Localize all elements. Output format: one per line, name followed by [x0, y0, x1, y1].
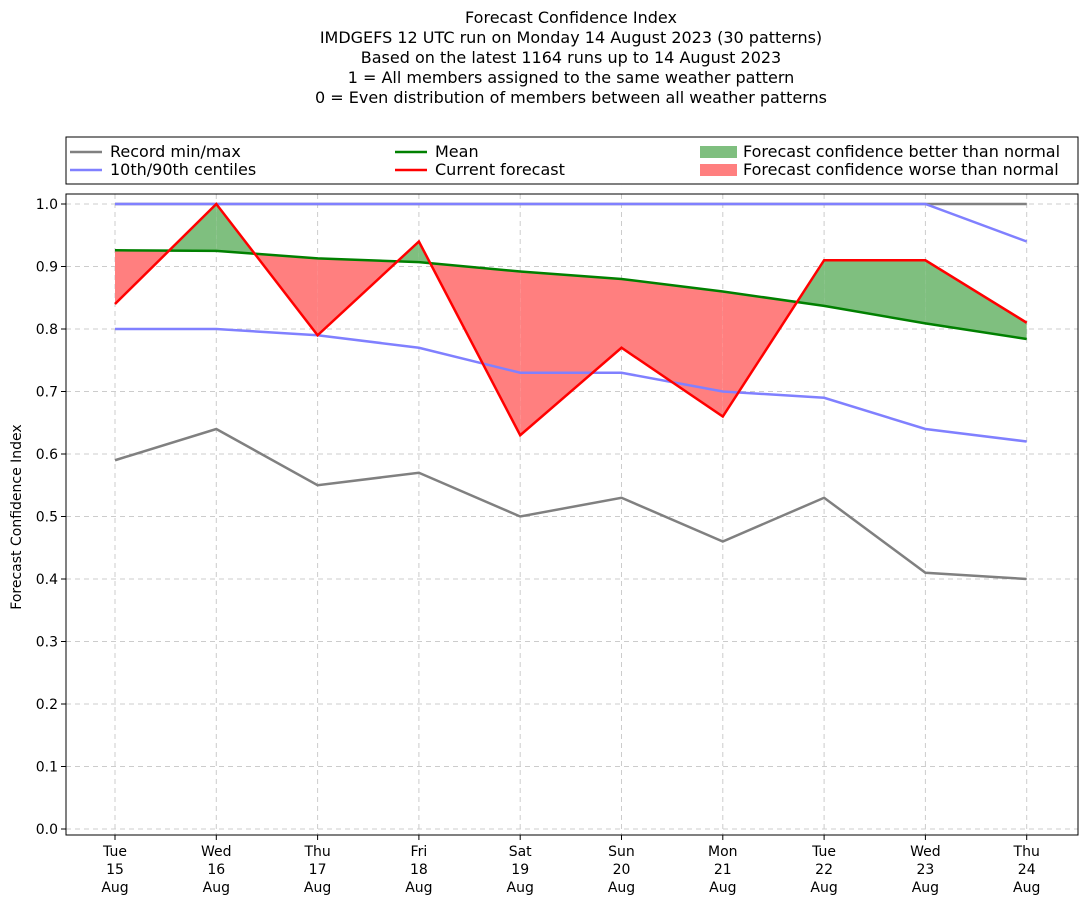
- x-tick-label: 24: [1018, 862, 1036, 878]
- confidence-fill-areas: [115, 204, 1027, 436]
- x-tick-label: Aug: [405, 880, 432, 896]
- series-lines: [114, 202, 1028, 581]
- y-tick-label: 0.8: [36, 322, 58, 338]
- legend-label: Mean: [435, 142, 479, 161]
- y-tick-label: 0.5: [36, 510, 58, 526]
- x-tick-label: Aug: [709, 880, 736, 896]
- y-tick-label: 0.6: [36, 447, 58, 463]
- worse-than-normal-area: [621, 279, 723, 417]
- plot-frame: [65, 193, 1079, 836]
- legend-label: Forecast confidence worse than normal: [743, 160, 1059, 179]
- better-than-normal-area: [824, 260, 926, 324]
- x-tick-label: Aug: [608, 880, 635, 896]
- y-axis-label: Forecast Confidence Index: [9, 424, 25, 609]
- x-tick-label: Wed: [910, 844, 941, 860]
- x-tick-label: 23: [916, 862, 934, 878]
- x-axis: Tue 15 Aug Wed 16 Aug Thu 17 Aug Fri 18 Aug Sat 19 Aug…: [101, 835, 1040, 896]
- x-tick-label: Aug: [912, 880, 939, 896]
- title-line-4: 1 = All members assigned to the same wea…: [347, 68, 795, 87]
- x-tick-label: Fri: [411, 844, 428, 860]
- legend-label: 10th/90th centiles: [110, 160, 256, 179]
- legend-label: Current forecast: [435, 160, 565, 179]
- title-line-5: 0 = Even distribution of members between…: [314, 88, 828, 107]
- series-line-record-min: [114, 427, 1027, 581]
- legend-swatch-patch: [700, 146, 737, 158]
- x-tick-label: 20: [613, 862, 631, 878]
- series-line-p10: [115, 327, 1027, 443]
- x-tick-label: 22: [815, 862, 833, 878]
- x-tick-label: 15: [106, 862, 124, 878]
- x-tick-label: Aug: [1013, 880, 1040, 896]
- x-tick-label: 21: [714, 862, 732, 878]
- title-line-3: Based on the latest 1164 runs up to 14 A…: [360, 48, 782, 67]
- x-tick-label: Aug: [203, 880, 230, 896]
- legend-frame: [65, 136, 1079, 185]
- x-tick-label: Sat: [509, 844, 532, 860]
- legend-label: Record min/max: [110, 142, 241, 161]
- y-tick-label: 0.7: [36, 385, 58, 401]
- title-line-1: Forecast Confidence Index: [465, 8, 677, 27]
- x-tick-label: 16: [207, 862, 225, 878]
- series-line-forecast: [114, 202, 1028, 438]
- x-tick-label: Aug: [101, 880, 128, 896]
- legend-swatch-patch: [700, 164, 737, 176]
- series-line-mean: [114, 249, 1027, 341]
- worse-than-normal-area: [520, 271, 622, 436]
- y-tick-label: 0.9: [36, 260, 58, 276]
- y-tick-label: 0.3: [36, 635, 58, 651]
- y-tick-label: 1.0: [36, 197, 58, 213]
- x-tick-label: Sun: [608, 844, 635, 860]
- y-axis: 0.0 0.1 0.2 0.3 0.4 0.5 0.6 0.7 0.8 0.9 1.0: [36, 197, 66, 838]
- x-tick-label: 18: [410, 862, 428, 878]
- y-tick-label: 0.2: [36, 697, 58, 713]
- x-tick-label: Aug: [507, 880, 534, 896]
- title-line-2: IMDGEFS 12 UTC run on Monday 14 August 2…: [319, 28, 823, 47]
- y-tick-label: 0.1: [36, 760, 58, 776]
- x-tick-label: Aug: [810, 880, 837, 896]
- y-tick-label: 0.0: [36, 822, 58, 838]
- x-tick-label: Tue: [102, 844, 127, 860]
- x-tick-label: Aug: [304, 880, 331, 896]
- x-tick-label: Tue: [811, 844, 836, 860]
- chart-title: Forecast Confidence Index IMDGEFS 12 UTC…: [0, 8, 1092, 108]
- x-tick-label: Mon: [708, 844, 738, 860]
- worse-than-normal-area: [722, 291, 798, 417]
- x-tick-label: Thu: [303, 844, 330, 860]
- x-tick-label: 19: [511, 862, 529, 878]
- x-tick-label: Thu: [1013, 844, 1040, 860]
- legend-label: Forecast confidence better than normal: [743, 142, 1060, 161]
- y-tick-label: 0.4: [36, 572, 58, 588]
- better-than-normal-area: [925, 260, 1027, 339]
- x-tick-label: Wed: [201, 844, 232, 860]
- series-line-p90: [115, 202, 1028, 243]
- x-tick-label: 17: [309, 862, 327, 878]
